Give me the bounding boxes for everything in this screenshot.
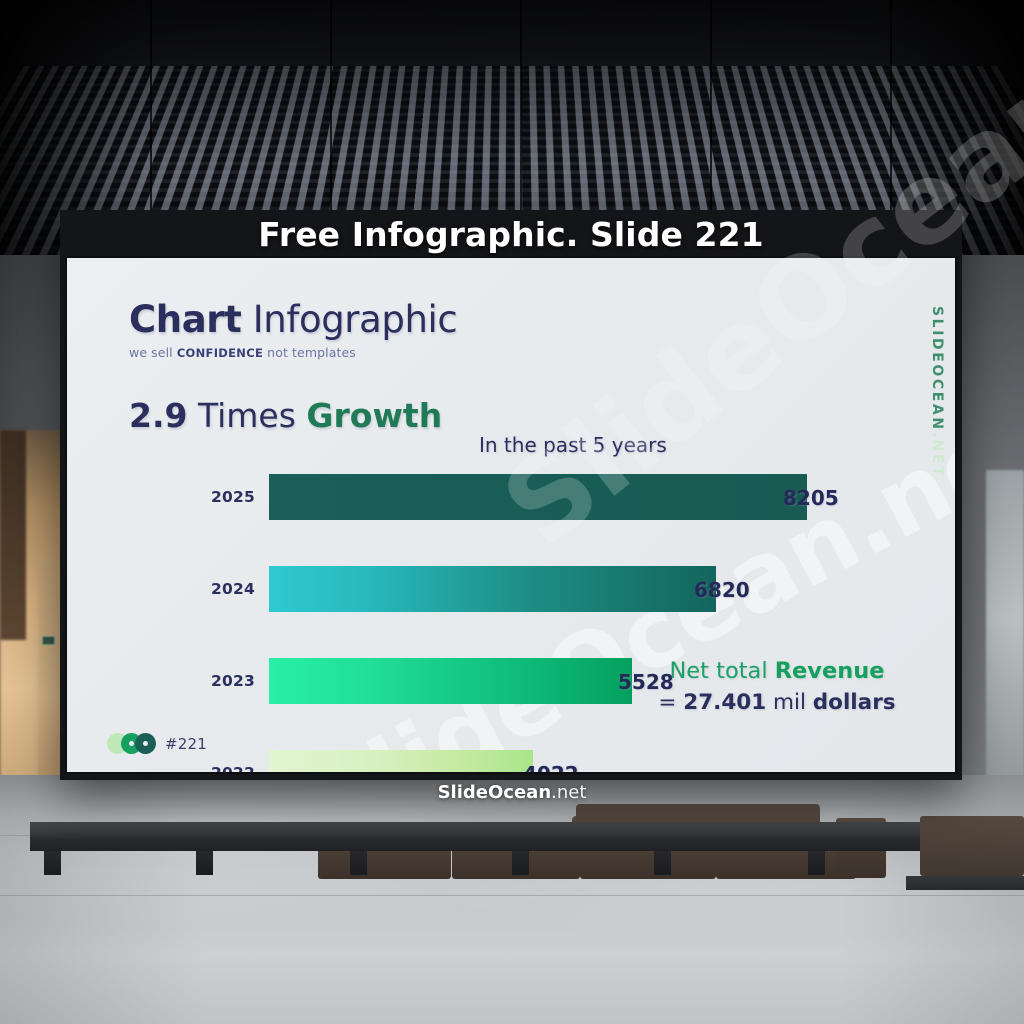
bar-category-label: 2023 (211, 672, 255, 690)
revenue-pre: Net total (669, 658, 775, 684)
bar-2023 (269, 658, 632, 704)
platform-leg (350, 851, 367, 875)
chart-row: 2022 4022 (67, 612, 955, 772)
chart-row: 2025 8205 (67, 474, 955, 520)
growth-multiplier: 2.9 (129, 396, 188, 435)
bar-track (269, 474, 807, 520)
revenue-unit: mil (766, 690, 813, 715)
revenue-callout: Net total Revenue = 27.401 mil dollars (627, 658, 927, 715)
tagline-pre: we sell (129, 345, 177, 360)
growth-mid: Times (187, 396, 307, 435)
bar-2024 (269, 566, 716, 612)
right-glass-panel (986, 470, 1024, 800)
floor (0, 775, 1024, 1024)
bar-2025 (269, 474, 807, 520)
banner-title: Free Infographic. Slide 221 (258, 214, 764, 254)
bar-category-label: 2025 (211, 488, 255, 506)
screen-bezel: SlideOcean.net Chart Infographic we sell… (65, 256, 957, 774)
footer-watermark-name: SlideOcean (437, 782, 552, 803)
bar-category-label: 2022 (197, 764, 255, 772)
slide-footer: #221 (107, 733, 207, 754)
bar-chart: 2025 8205 2024 6820 2023 (67, 474, 955, 772)
floor-seam (0, 895, 1024, 896)
platform-leg (512, 851, 529, 875)
platform-right (906, 876, 1024, 890)
bar-value-label: 4022 (523, 762, 579, 772)
chart-row: 2024 6820 (67, 520, 955, 612)
revenue-amount: 27.401 (683, 690, 767, 715)
bar-value-label: 8205 (783, 486, 839, 510)
bar-2022 (269, 750, 533, 772)
revenue-amount-line: = 27.401 mil dollars (627, 690, 927, 715)
bar-track (269, 750, 533, 772)
slide-number: #221 (165, 734, 207, 753)
bar-category-label: 2024 (211, 580, 255, 598)
growth-headline: 2.9 Times Growth (129, 396, 442, 435)
revenue-title: Net total Revenue (627, 658, 927, 684)
tagline-emphasis: CONFIDENCE (176, 346, 264, 360)
platform-leg (44, 851, 61, 875)
slide-canvas: SlideOcean.net Chart Infographic we sell… (67, 258, 955, 772)
left-corridor-shadow (0, 430, 26, 640)
platform-leg (654, 851, 671, 875)
logo-hole (143, 741, 148, 746)
footer-watermark-tld: .net (551, 782, 587, 803)
bar-track (269, 658, 632, 704)
bar-value-label: 6820 (694, 578, 750, 602)
brand-vertical: SLIDEOCEAN.NET (929, 306, 945, 478)
furniture-platform (30, 822, 950, 838)
revenue-currency: dollars (812, 690, 896, 715)
chart-subtitle: In the past 5 years (479, 433, 667, 457)
floor-reflection (0, 775, 1024, 1024)
platform-leg (808, 851, 825, 875)
furniture-platform-front (30, 838, 950, 851)
exit-sign-icon (42, 636, 55, 645)
revenue-keyword: Revenue (774, 658, 885, 684)
page-title: Chart Infographic (129, 298, 458, 341)
revenue-equals: = (658, 690, 684, 715)
page-title-bold: Chart (129, 298, 242, 341)
bar-track (269, 566, 716, 612)
platform-leg (196, 851, 213, 875)
logo-hole (129, 741, 134, 746)
growth-keyword: Growth (306, 396, 443, 435)
chart-row: 2023 5528 (67, 566, 955, 704)
banner: Free Infographic. Slide 221 (60, 210, 962, 258)
brand-tld: .NET (929, 431, 945, 479)
presentation-screen: Free Infographic. Slide 221 SlideOcean.n… (60, 210, 962, 780)
footer-watermark: SlideOcean.net (0, 782, 1024, 803)
bar-value-label: 5528 (618, 670, 674, 694)
brand-name: SLIDEOCEAN (929, 306, 945, 432)
logo-circle-icon (135, 733, 156, 754)
tagline: we sell CONFIDENCE not templates (129, 345, 356, 360)
tagline-post: not templates (263, 345, 356, 360)
sofa-module-right (920, 816, 1024, 876)
page-title-rest: Infographic (241, 298, 458, 341)
